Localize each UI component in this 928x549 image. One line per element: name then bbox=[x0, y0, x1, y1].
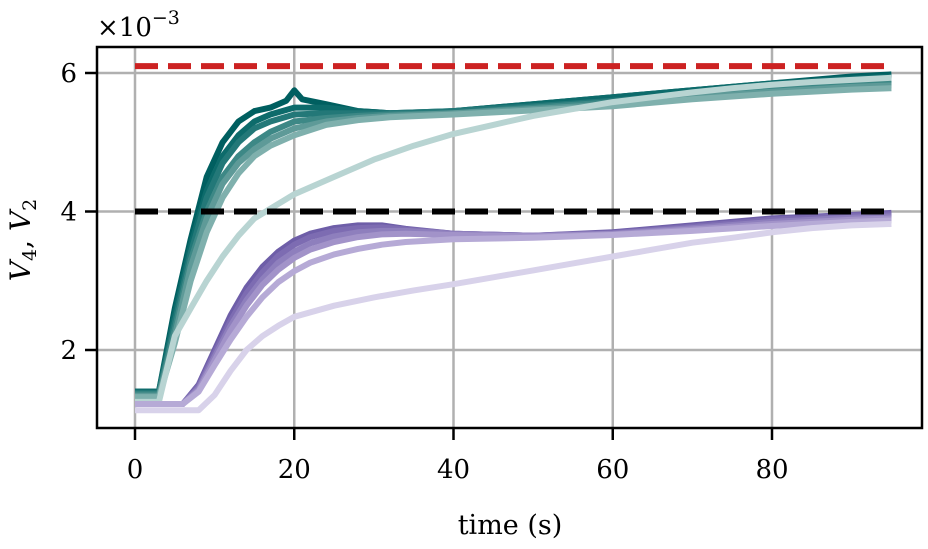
plot-frame bbox=[95, 45, 924, 430]
x-tick-label: 20 bbox=[278, 455, 311, 485]
x-tick-label: 40 bbox=[437, 455, 470, 485]
series-line-v4 bbox=[135, 85, 892, 401]
x-axis-label: time (s) bbox=[458, 510, 563, 541]
y-axis-label: V4, V2 bbox=[4, 199, 41, 281]
x-axis-ticks: 0 20 40 60 80 bbox=[127, 428, 789, 485]
data-series bbox=[135, 71, 892, 414]
series-line-v2 bbox=[135, 209, 892, 407]
x-tick-label: 60 bbox=[596, 455, 629, 485]
series-line-v4 bbox=[135, 74, 892, 405]
x-tick-label: 0 bbox=[127, 455, 144, 485]
series-line-v2 bbox=[135, 221, 892, 414]
y-tick-label: 2 bbox=[60, 336, 77, 366]
y-scale-multiplier: ×10−3 bbox=[97, 7, 180, 43]
x-tick-label: 80 bbox=[755, 455, 788, 485]
y-tick-label: 6 bbox=[60, 59, 77, 89]
y-tick-label: 4 bbox=[60, 198, 77, 228]
y-axis-ticks: 2 4 6 bbox=[60, 59, 97, 366]
series-line-v2 bbox=[135, 217, 892, 407]
series-line-v2 bbox=[135, 211, 892, 407]
